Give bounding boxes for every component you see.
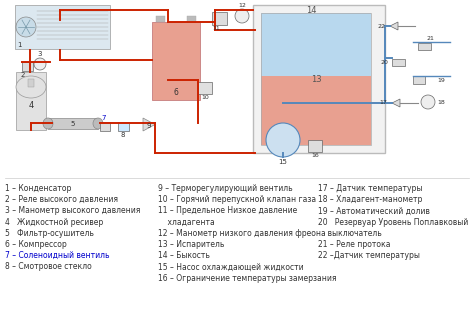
Text: 7 – Соленоидный вентиль: 7 – Соленоидный вентиль bbox=[5, 251, 109, 260]
Bar bbox=[198, 82, 212, 94]
Text: 10 – Горячий перепускной клапан газа: 10 – Горячий перепускной клапан газа bbox=[158, 195, 316, 204]
Text: 5   Фильтр-осушитель: 5 Фильтр-осушитель bbox=[5, 229, 94, 238]
Text: 6 – Компрессор: 6 – Компрессор bbox=[5, 240, 67, 249]
Text: 7: 7 bbox=[102, 115, 106, 121]
Bar bbox=[392, 59, 405, 66]
Text: 19 – Автоматический долив: 19 – Автоматический долив bbox=[318, 206, 430, 216]
Text: 4   Жидкостной ресивер: 4 Жидкостной ресивер bbox=[5, 218, 103, 227]
Circle shape bbox=[16, 17, 36, 37]
Text: 12: 12 bbox=[238, 3, 246, 8]
Text: 1 – Конденсатор: 1 – Конденсатор bbox=[5, 184, 72, 193]
Circle shape bbox=[421, 95, 435, 109]
Text: выключатель: выключатель bbox=[318, 229, 382, 238]
Ellipse shape bbox=[93, 118, 103, 129]
Text: 13: 13 bbox=[310, 75, 321, 83]
Text: 16: 16 bbox=[311, 153, 319, 158]
Bar bbox=[48, 118, 98, 129]
Text: 22: 22 bbox=[378, 23, 386, 28]
Polygon shape bbox=[143, 118, 155, 131]
Text: 11 – Предельное Низкое давление: 11 – Предельное Низкое давление bbox=[158, 206, 297, 216]
Bar bbox=[261, 13, 371, 145]
Bar bbox=[212, 12, 227, 25]
Text: 17: 17 bbox=[379, 100, 387, 106]
Text: 10: 10 bbox=[201, 95, 209, 100]
Text: 3 – Манометр высокого давления: 3 – Манометр высокого давления bbox=[5, 206, 140, 216]
Bar bbox=[22, 62, 33, 71]
Bar bbox=[156, 16, 165, 22]
Text: 2 – Реле высокого давления: 2 – Реле высокого давления bbox=[5, 195, 118, 204]
Text: 15: 15 bbox=[279, 159, 287, 165]
Text: 2: 2 bbox=[21, 72, 26, 78]
Circle shape bbox=[266, 123, 300, 157]
Text: 12 – Манометр низкого давления фреона: 12 – Манометр низкого давления фреона bbox=[158, 229, 326, 238]
Bar bbox=[15, 5, 110, 49]
Bar bbox=[100, 122, 110, 131]
Bar bbox=[187, 16, 196, 22]
Text: 4: 4 bbox=[28, 101, 34, 111]
Text: 9 – Терморегулирующий вентиль: 9 – Терморегулирующий вентиль bbox=[158, 184, 292, 193]
Bar bbox=[261, 76, 371, 145]
Bar bbox=[152, 22, 200, 100]
Circle shape bbox=[235, 9, 249, 23]
Text: 17 – Датчик температуры: 17 – Датчик температуры bbox=[318, 184, 422, 193]
Ellipse shape bbox=[16, 76, 46, 98]
Text: 8 – Смотровое стекло: 8 – Смотровое стекло bbox=[5, 262, 92, 271]
Text: 14 – Быкость: 14 – Быкость bbox=[158, 251, 210, 260]
Bar bbox=[118, 122, 129, 131]
Text: 15 – Насос охлаждающей жидкости: 15 – Насос охлаждающей жидкости bbox=[158, 262, 304, 271]
Polygon shape bbox=[390, 22, 398, 30]
Text: 5: 5 bbox=[71, 120, 75, 126]
Text: 21 – Реле протока: 21 – Реле протока bbox=[318, 240, 391, 249]
Text: 1: 1 bbox=[17, 42, 21, 48]
Text: 18: 18 bbox=[437, 100, 445, 105]
Bar bbox=[308, 140, 322, 152]
Text: 18 – Хладагент-манометр: 18 – Хладагент-манометр bbox=[318, 195, 422, 204]
Text: 13 – Испаритель: 13 – Испаритель bbox=[158, 240, 224, 249]
Text: 21: 21 bbox=[426, 36, 434, 41]
Text: 20   Резервуар Уровень Поплавковый: 20 Резервуар Уровень Поплавковый bbox=[318, 218, 468, 227]
Bar bbox=[28, 79, 34, 87]
Ellipse shape bbox=[43, 118, 53, 129]
Text: 11: 11 bbox=[212, 26, 220, 31]
Bar bbox=[16, 72, 46, 130]
Bar bbox=[261, 13, 371, 76]
Bar bbox=[418, 43, 431, 50]
Polygon shape bbox=[392, 99, 400, 107]
Circle shape bbox=[34, 58, 46, 70]
Bar bbox=[413, 76, 425, 84]
Text: 16 – Ограничение температуры замерзания: 16 – Ограничение температуры замерзания bbox=[158, 274, 337, 283]
Bar bbox=[253, 5, 385, 153]
Text: 22 –Датчик температуры: 22 –Датчик температуры bbox=[318, 251, 420, 260]
Text: 6: 6 bbox=[173, 88, 178, 97]
Text: 9: 9 bbox=[147, 123, 151, 129]
Text: хладагента: хладагента bbox=[158, 218, 215, 227]
Text: 8: 8 bbox=[121, 132, 125, 138]
Text: 19: 19 bbox=[437, 77, 445, 82]
Text: 20: 20 bbox=[380, 59, 388, 64]
Text: 3: 3 bbox=[38, 51, 42, 57]
Text: 14: 14 bbox=[306, 6, 316, 15]
